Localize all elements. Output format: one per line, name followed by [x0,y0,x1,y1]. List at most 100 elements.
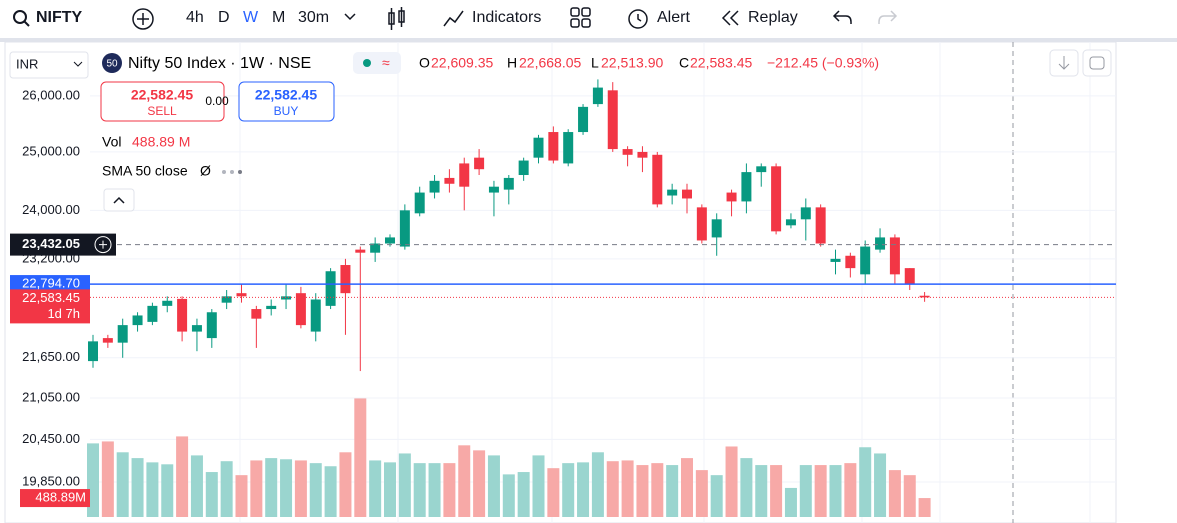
candle-body [785,219,796,226]
sell-price[interactable]: 22,582.45 [131,87,193,103]
volume-bar [517,472,530,517]
layouts[interactable] [570,7,592,29]
volume-bar [235,475,248,517]
toolbar: NIFTY 4h D W M 30m Indicators Alert Repl… [0,0,1177,42]
interval[interactable]: 4h [186,9,204,26]
volume-label-bg [20,489,90,508]
candle-body [771,166,782,232]
replay[interactable]: Replay [748,9,798,26]
candle-body [667,189,678,196]
currency-box[interactable] [9,51,89,79]
candle-body [132,315,143,326]
volume-bar [116,452,129,517]
interval-active[interactable]: W [243,9,259,26]
candle-body [592,87,603,105]
volume-bar [844,463,857,517]
buy-label[interactable]: BUY [274,104,299,118]
volume-bar [309,463,322,517]
candle-body [652,154,663,205]
y-tick-label: 21,650.00 [22,349,80,364]
volume-bar [710,475,723,517]
chart-type[interactable] [386,6,408,32]
chart-frame [4,42,1117,523]
undo[interactable] [832,8,854,28]
candle-body [459,163,470,187]
candle-body [474,157,485,170]
candle-body [88,341,98,362]
delay-icon: ≈ [382,55,390,71]
buy-price[interactable]: 22,582.45 [255,87,317,103]
replay-icon[interactable] [720,9,742,27]
candle-body [191,325,202,332]
volume-bar [280,459,293,517]
high-key: H [507,55,517,71]
candle-body [904,268,915,284]
low-key: L [591,55,599,71]
interval[interactable]: D [218,9,230,26]
candle-body [444,177,455,184]
candle-body [860,246,871,275]
indicators[interactable]: Indicators [472,9,542,26]
last-price-label: 22,583.45 [22,290,80,305]
dropdown[interactable] [73,61,83,67]
symbol[interactable]: NIFTY [36,9,83,26]
sell-label[interactable]: SELL [147,104,177,118]
candle-body [206,312,217,339]
interval[interactable]: 30m [298,9,330,26]
volume-bar [146,462,159,517]
alert[interactable]: Alert [657,9,690,26]
candle-body [102,338,113,343]
collapse-icon [113,196,125,204]
volume-bar [755,465,768,517]
vol-legend: Vol [102,134,121,150]
volume-bar [636,465,649,517]
volume-bar [250,460,263,517]
legend-title: Nifty 50 Index · 1W · NSE [128,55,311,72]
more-dot[interactable] [230,170,234,174]
volume-bar [443,463,456,517]
redo[interactable] [876,8,898,28]
volume-bar [324,466,337,517]
volume-bar [220,461,233,517]
volume-bar [473,450,486,517]
change: −212.45 (−0.93%) [767,55,879,71]
candle-body [756,166,767,173]
candle-body [889,237,900,275]
volume-bar [725,446,738,517]
volume-bar [131,458,144,517]
reset-button[interactable] [1082,49,1112,77]
volume-bar [502,474,515,517]
countdown: 1d 7h [47,306,80,321]
candle-body [845,255,856,269]
sell-button[interactable] [100,81,225,122]
volume-bar [354,398,367,517]
candle-body [488,186,499,193]
volume-bar [161,464,174,517]
interval[interactable]: M [272,9,286,26]
sma-legend-symbol: Ø [200,163,211,179]
candle-body [266,305,277,310]
sma-label: 22,794.70 [22,276,80,291]
volume-bar [384,462,396,517]
volume-bar [428,463,441,517]
open-value: 22,609.35 [431,55,493,71]
dropdown[interactable] [343,12,357,22]
add-symbol[interactable] [131,7,155,31]
more-dot[interactable] [222,170,226,174]
more-dot[interactable] [238,170,242,174]
currency[interactable]: INR [16,56,38,71]
alert-icon[interactable] [625,5,651,31]
collapse-button[interactable] [103,188,135,212]
status-pill[interactable] [353,52,401,74]
crosshair-label: 23,432.05 [22,236,80,251]
candle-body [370,243,381,253]
close-value: 22,583.45 [690,55,752,71]
y-tick-label: 25,000.00 [22,143,80,158]
buy-button[interactable] [238,81,335,122]
indicators-icon[interactable] [442,6,466,30]
volume-bar [339,452,352,517]
candle-body [578,106,589,133]
candle-body [355,249,366,253]
volume-bar [577,462,590,517]
